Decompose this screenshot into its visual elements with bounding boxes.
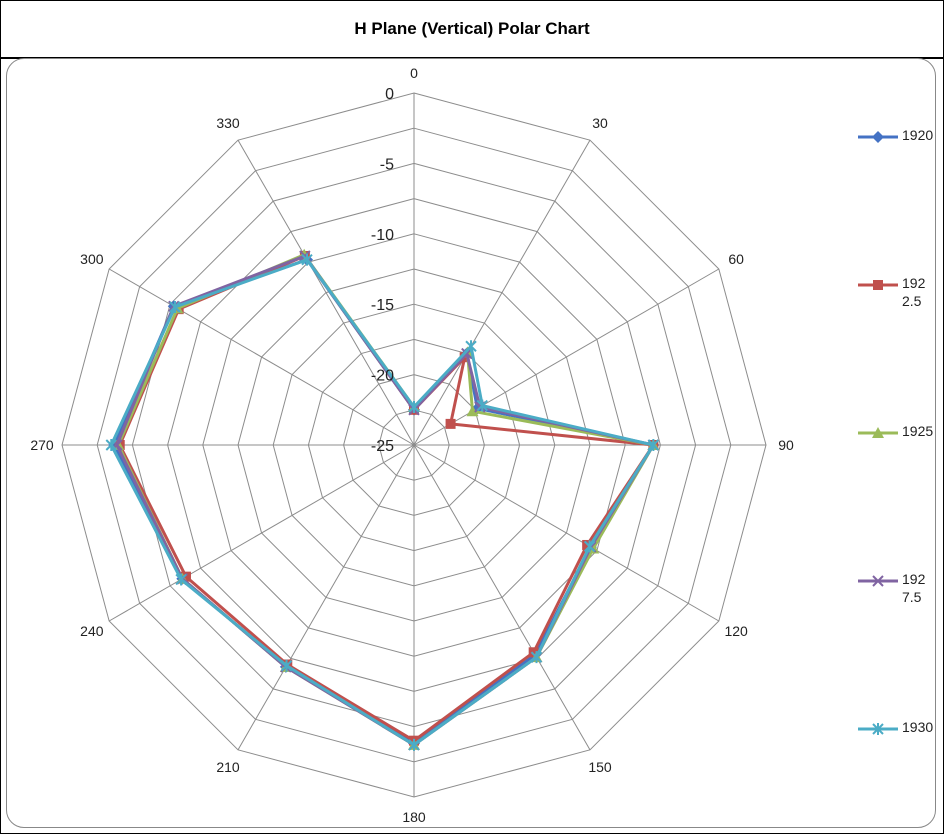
angle-tick-label: 240 xyxy=(80,623,104,639)
series-1920 xyxy=(108,253,660,750)
legend-item: 1922.5 xyxy=(856,274,942,324)
data-point xyxy=(408,400,420,413)
legend-marker xyxy=(872,575,884,587)
radial-tick-label: -5 xyxy=(380,156,394,173)
data-point xyxy=(647,439,660,451)
data-point xyxy=(583,540,596,553)
angle-tick-label: 0 xyxy=(410,65,418,81)
legend-swatch xyxy=(858,280,898,290)
grid-spoke xyxy=(413,444,720,622)
legend-label: 1920 xyxy=(902,127,934,143)
series-line xyxy=(118,254,655,743)
data-point xyxy=(180,571,191,582)
angle-tick-label: 30 xyxy=(592,115,608,131)
data-point xyxy=(408,738,420,751)
legend-marker xyxy=(872,723,884,735)
grid-spoke xyxy=(413,139,591,446)
label-layer: 0 30 60 90 120 150 180 210 240 270 300 330 0 -5 -10 -15… xyxy=(30,65,794,825)
data-point xyxy=(466,405,479,417)
radial-tick-label: -25 xyxy=(371,438,394,455)
legend-label: 1922.5 xyxy=(902,275,926,309)
angle-tick-label: 120 xyxy=(724,623,748,639)
data-point xyxy=(476,399,488,412)
plot-area xyxy=(6,58,936,828)
chart-title: H Plane (Vertical) Polar Chart xyxy=(354,19,590,38)
grid-spoke xyxy=(108,268,415,446)
legend-item: 1920 xyxy=(856,126,942,176)
legend-swatch xyxy=(858,427,898,438)
legend-swatch xyxy=(858,131,898,143)
data-point xyxy=(175,573,187,586)
radial-tick-label: 0 xyxy=(385,86,394,103)
series-1922.5 xyxy=(114,250,659,746)
grid-spoke xyxy=(237,139,415,446)
legend-label: 1925 xyxy=(902,423,934,439)
legend-swatch xyxy=(858,723,898,735)
data-point xyxy=(301,253,313,266)
data-point xyxy=(465,340,477,353)
angle-tick-label: 90 xyxy=(778,437,794,453)
legend-marker xyxy=(872,427,884,438)
data-point xyxy=(445,418,456,429)
angle-tick-label: 60 xyxy=(728,251,744,267)
legend-label: 1930 xyxy=(902,719,934,735)
radial-tick-label: -15 xyxy=(371,297,394,314)
data-point xyxy=(105,439,117,451)
grid-spoke xyxy=(108,444,415,622)
legend-item: 1925 xyxy=(856,422,942,472)
angle-tick-label: 300 xyxy=(80,251,104,267)
series-1925 xyxy=(112,248,660,750)
data-point xyxy=(528,647,539,658)
angle-tick-label: 210 xyxy=(216,759,240,775)
legend-label: 1927.5 xyxy=(902,571,926,605)
radial-tick-label: -20 xyxy=(371,368,394,385)
legend-item: 1927.5 xyxy=(856,570,942,620)
angle-tick-label: 270 xyxy=(30,437,54,453)
radial-tick-label: -10 xyxy=(371,227,394,244)
legend-marker xyxy=(873,280,883,290)
data-point xyxy=(280,659,293,672)
angle-tick-label: 150 xyxy=(588,759,612,775)
data-point xyxy=(169,301,181,314)
legend-item: 1930 xyxy=(856,718,942,768)
grid-spoke xyxy=(237,444,415,751)
legend-swatch xyxy=(858,575,898,587)
legend-marker xyxy=(872,131,884,143)
angle-tick-label: 180 xyxy=(402,809,426,825)
grid-spoke xyxy=(413,444,591,751)
series-1930 xyxy=(105,253,660,751)
data-point xyxy=(530,651,543,664)
grid-layer xyxy=(61,92,767,798)
grid-spoke xyxy=(413,268,720,446)
series-layer xyxy=(105,248,660,751)
angle-tick-label: 330 xyxy=(216,115,240,131)
series-line xyxy=(115,254,655,747)
series-1927.5 xyxy=(111,250,660,751)
